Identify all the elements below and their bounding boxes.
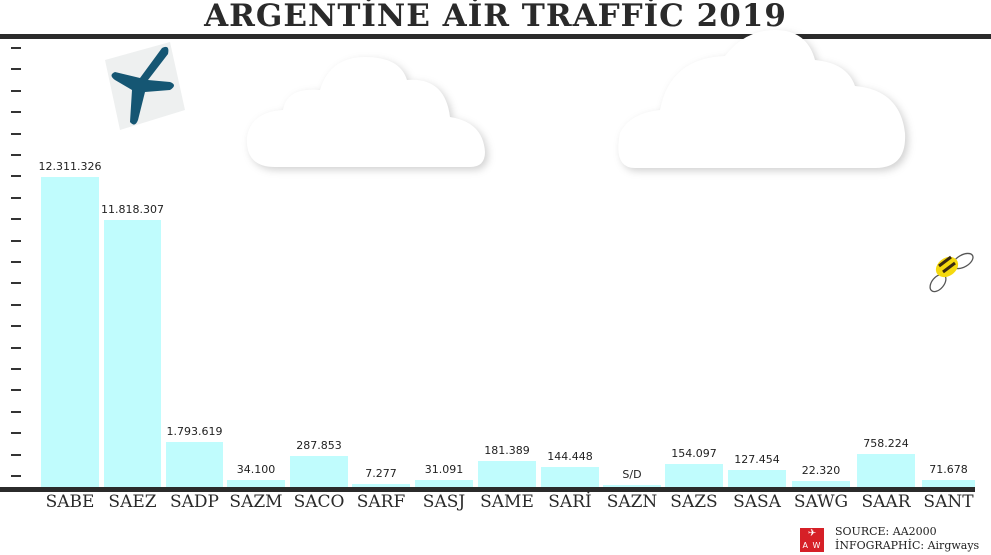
bar-value-label: 34.100: [236, 463, 276, 476]
bar-value-label: 758.224: [863, 437, 909, 450]
source-text: SOURCE: AA2000: [835, 525, 937, 538]
bar-sazn: [603, 485, 661, 487]
y-axis-tick: [11, 432, 21, 435]
bee-icon: [929, 252, 974, 293]
y-axis-tick: [11, 239, 21, 242]
category-label: SAAR: [861, 492, 911, 512]
title-rule: [0, 34, 991, 39]
bar-value-label: 287.853: [296, 439, 342, 452]
y-axis-tick: [11, 218, 21, 221]
plane-logo-icon: ✈: [807, 528, 817, 539]
bar-sazm: [227, 480, 285, 487]
bar-value-label: 71.678: [929, 463, 968, 476]
bar-sasa: [728, 470, 786, 487]
y-axis-tick: [11, 282, 21, 285]
y-axis-tick: [11, 453, 21, 456]
category-label: SACO: [293, 492, 345, 512]
bar-value-label: 31.091: [424, 463, 464, 476]
bar-value-label: 22.320: [801, 464, 841, 477]
y-axis-tick: [11, 346, 21, 349]
y-axis-tick: [11, 368, 21, 370]
bar-value-label: 181.389: [484, 444, 530, 457]
y-axis-tick: [11, 303, 21, 306]
logo-text: A W: [802, 541, 822, 550]
y-axis-tick: [11, 410, 21, 413]
y-axis-tick: [11, 475, 21, 477]
airgways-logo: ✈ A W: [800, 528, 824, 552]
category-label: SADP: [170, 492, 219, 512]
bar-sazs: [665, 464, 723, 487]
bar-sant: [922, 480, 975, 487]
airplane-icon: [105, 42, 185, 130]
bar-value-label: S/D: [622, 468, 642, 481]
category-label: SANT: [923, 492, 974, 512]
bar-sabe: [41, 177, 99, 487]
bar-value-label: 11.818.307: [101, 203, 164, 216]
y-axis-tick: [11, 154, 21, 156]
chart-title: ARGENTİNE AİR TRAFFİC 2019: [204, 0, 787, 34]
bar-sadp: [166, 442, 223, 487]
category-label: SARF: [356, 492, 406, 512]
bar-sarf: [352, 484, 410, 487]
x-axis-line: [0, 487, 975, 492]
category-label: SAZM: [229, 492, 283, 512]
y-axis-tick: [11, 47, 21, 49]
bar-value-label: 7.277: [365, 467, 397, 480]
bar-value-label: 1.793.619: [166, 425, 223, 438]
cloud-icon: [246, 57, 485, 167]
bar-saar: [857, 454, 915, 487]
y-axis-tick: [11, 196, 21, 199]
category-label: SAZN: [606, 492, 658, 512]
y-axis-tick: [11, 261, 21, 263]
category-label: SAWG: [793, 492, 849, 512]
bar-saco: [290, 456, 348, 487]
category-label: SARİ: [548, 492, 592, 512]
category-label: SASJ: [422, 492, 466, 512]
bar-same: [478, 461, 536, 487]
infographic-credit: İNFOGRAPHİC: Airgways: [835, 539, 980, 552]
bar-value-label: 144.448: [547, 450, 593, 463]
y-axis-tick: [11, 111, 21, 114]
category-label: SAZS: [670, 492, 718, 512]
y-axis-tick: [11, 89, 21, 92]
y-axis-ticks: [0, 39, 30, 489]
bar-value-label: 12.311.326: [38, 160, 102, 173]
category-label: SAEZ: [108, 492, 157, 512]
y-axis-tick: [11, 68, 21, 71]
y-axis-tick: [11, 389, 21, 392]
y-axis-tick: [11, 175, 21, 178]
bar-sasj: [415, 480, 473, 487]
category-label: SASA: [733, 492, 781, 512]
bar-value-label: 154.097: [671, 447, 717, 460]
y-axis-tick: [11, 132, 21, 135]
bar-saez: [104, 220, 161, 487]
category-label: SAME: [480, 492, 534, 512]
y-axis-tick: [11, 325, 21, 328]
bar-sari̇: [541, 467, 599, 487]
cloud-icon: [618, 30, 906, 168]
credits: SOURCE: AA2000 İNFOGRAPHİC: Airgways: [835, 525, 979, 553]
bar-value-label: 127.454: [734, 453, 780, 466]
bar-sawg: [792, 481, 850, 487]
category-label: SABE: [45, 492, 95, 512]
